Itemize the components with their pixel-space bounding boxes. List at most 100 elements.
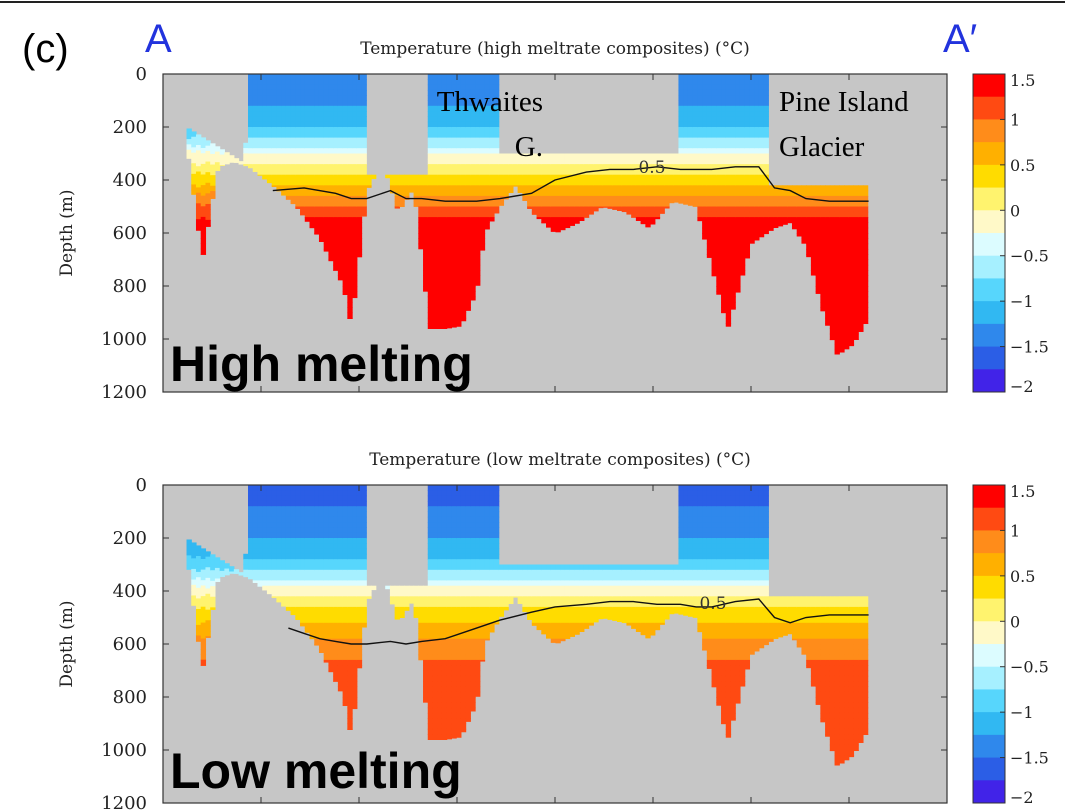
field-column [399, 585, 405, 619]
field-cell [522, 153, 528, 160]
field-cell [347, 158, 353, 165]
field-cell [295, 95, 301, 102]
field-cell [844, 185, 850, 192]
field-cell [716, 121, 722, 128]
field-cell [475, 691, 481, 697]
field-cell [257, 585, 263, 587]
field-cell [333, 665, 339, 672]
field-column [612, 153, 618, 210]
field-cell [479, 190, 486, 197]
field-cell [862, 286, 869, 292]
field-cell [295, 538, 301, 544]
field-cell [460, 506, 467, 513]
field-column [815, 185, 821, 294]
field-cell [493, 153, 500, 160]
field-cell [304, 601, 311, 608]
field-cell [446, 307, 453, 314]
field-cell [437, 201, 443, 208]
field-cell [517, 591, 523, 597]
field-cell [427, 490, 434, 497]
field-cell [418, 185, 424, 192]
field-cell [853, 307, 859, 314]
field-cell [730, 222, 736, 229]
field-cell [333, 543, 339, 550]
field-cell [418, 174, 424, 181]
field-cell [465, 74, 471, 80]
field-cell [295, 575, 301, 581]
field-cell [721, 238, 727, 245]
field-cell [687, 169, 694, 176]
field-cell [456, 511, 462, 518]
field-cell [612, 174, 618, 181]
field-cell [200, 664, 207, 666]
field-cell [744, 116, 751, 123]
field-cell [356, 606, 363, 613]
field-cell [593, 185, 599, 192]
field-cell [451, 553, 457, 560]
field-cell [716, 185, 722, 192]
field-cell [754, 105, 760, 112]
field-cell [848, 222, 855, 229]
field-cell [801, 227, 807, 234]
field-cell [451, 500, 457, 507]
field-cell [754, 84, 760, 91]
field-cell [498, 585, 505, 592]
field-column [314, 485, 320, 646]
field-cell [839, 185, 845, 192]
field-cell [451, 174, 457, 181]
field-cell [735, 264, 741, 271]
y-tick-label: 1000 [101, 329, 147, 350]
field-cell [309, 606, 315, 613]
field-cell [248, 79, 254, 86]
field-cell [664, 153, 670, 160]
field-cell [456, 84, 462, 91]
field-column [763, 74, 769, 235]
field-cell [706, 127, 713, 133]
field-cell [342, 564, 348, 571]
field-cell [191, 553, 197, 559]
field-cell [517, 569, 523, 576]
field-cell [446, 312, 453, 319]
y-tick-label: 200 [113, 117, 147, 138]
field-column [640, 153, 646, 225]
field-cell [323, 569, 330, 576]
field-cell [437, 665, 443, 672]
field-cell [739, 201, 746, 208]
field-column [702, 74, 708, 240]
field-cell [493, 591, 500, 597]
field-cell [465, 681, 471, 687]
field-cell [607, 169, 613, 176]
field-cell [687, 100, 694, 107]
field-cell [328, 633, 334, 640]
field-cell [323, 559, 330, 566]
field-cell [839, 296, 845, 303]
field-cell [664, 195, 670, 202]
field-column [522, 564, 528, 612]
field-cell [716, 169, 722, 176]
field-cell [692, 105, 698, 112]
field-cell [347, 728, 353, 730]
field-cell [276, 596, 282, 603]
field-cell [271, 185, 277, 188]
field-cell [522, 169, 528, 176]
field-cell [285, 127, 292, 133]
field-cell [853, 264, 859, 271]
field-cell [337, 148, 344, 155]
field-cell [333, 559, 339, 566]
field-cell [328, 79, 334, 86]
field-cell [475, 522, 481, 528]
field-cell [328, 180, 334, 186]
field-cell [451, 511, 457, 518]
field-cell [205, 630, 211, 637]
field-cell [706, 95, 713, 102]
field-cell [456, 702, 462, 709]
field-cell [446, 506, 453, 513]
field-cell [290, 105, 296, 112]
field-column [683, 74, 689, 205]
field-cell [451, 137, 457, 144]
field-cell [460, 712, 467, 719]
field-cell [437, 670, 443, 677]
field-cell [683, 74, 689, 80]
field-cell [446, 323, 453, 329]
field-cell [342, 638, 348, 645]
